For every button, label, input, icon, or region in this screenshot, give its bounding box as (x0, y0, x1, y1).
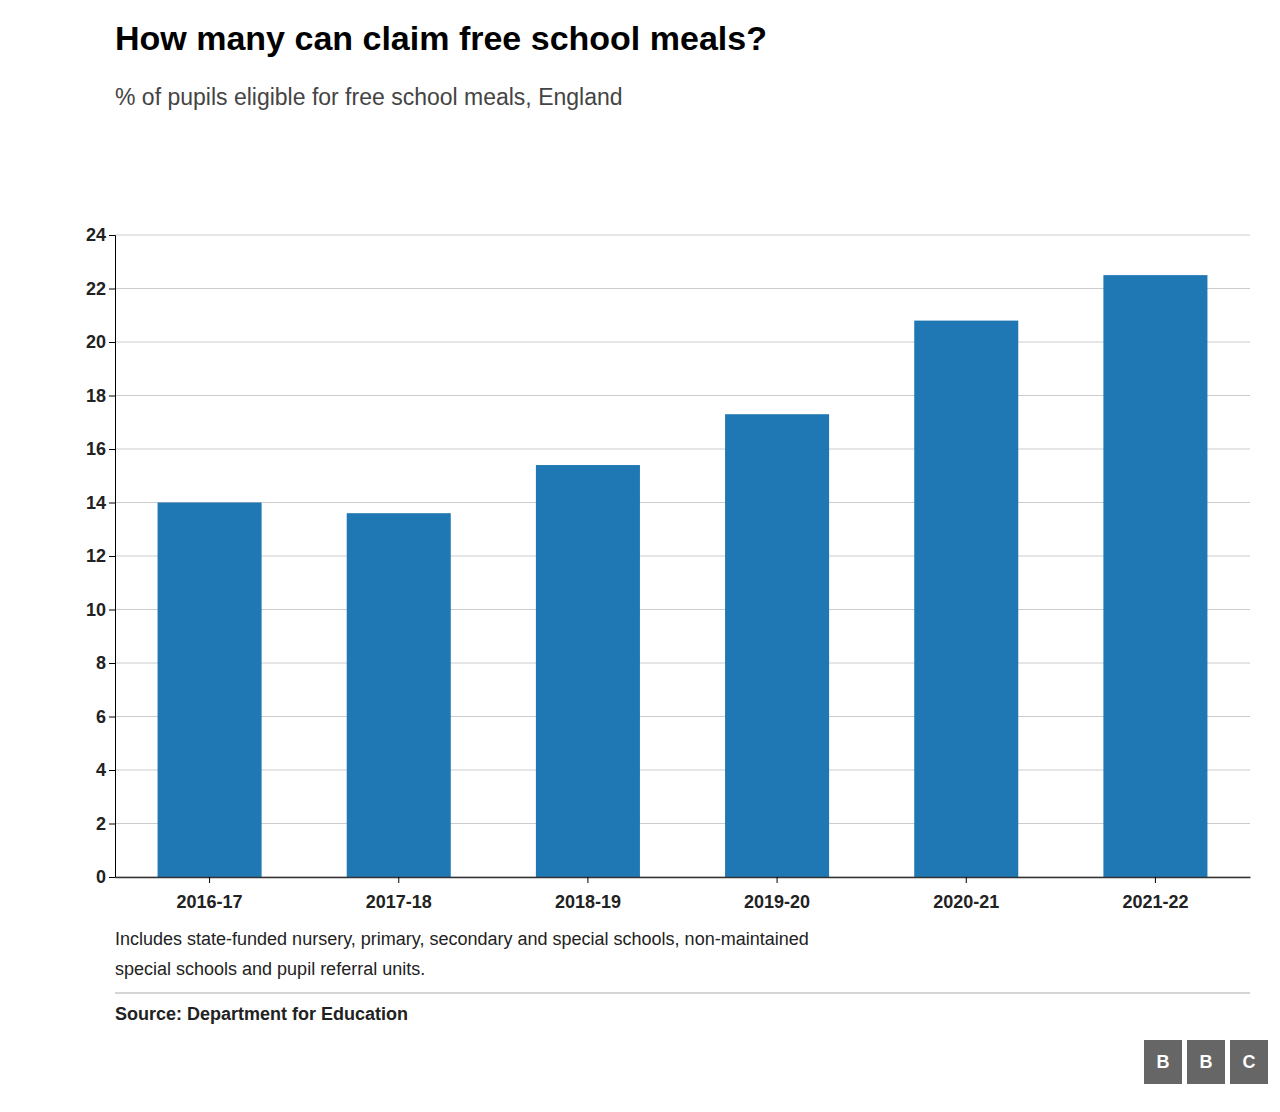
logo: BBC (1144, 1040, 1268, 1084)
divider (115, 993, 1250, 994)
y-tick-mark (109, 342, 115, 343)
y-axis-line (109, 236, 116, 878)
plot-area: 0246810121416182022242016-172017-182018-… (86, 225, 1251, 911)
x-tick-mark (966, 877, 967, 883)
x-tick-label: 2020-21 (933, 892, 999, 912)
x-axis: 2016-17 2017-18 2018-19 2019-20 2020-21 2021-… (116, 877, 1251, 912)
logo-box (1144, 1040, 1182, 1084)
x-tick-mark (209, 877, 210, 883)
y-tick-mark (109, 717, 115, 718)
bar (347, 513, 451, 877)
y-tick-mark (109, 556, 115, 557)
grid-line (115, 877, 1250, 878)
grid-line (115, 288, 1250, 289)
y-tick-label: 22 (86, 279, 106, 299)
y-tick-label: 8 (96, 653, 106, 673)
grid-line (115, 716, 1250, 717)
title: How many can claim free school meals? (115, 19, 767, 57)
y-tick: 16 (86, 439, 115, 459)
y-tick: 4 (96, 760, 115, 780)
x-tick: 2016-17 (177, 877, 243, 912)
y-tick: 12 (86, 546, 115, 566)
subtitle: % of pupils eligible for free school mea… (115, 84, 623, 110)
y-tick: 8 (96, 653, 115, 673)
y-tick-mark (109, 663, 115, 664)
logo-box (1187, 1040, 1225, 1084)
logo-letter: C (1243, 1052, 1256, 1072)
bars (158, 275, 1208, 877)
bar (1103, 275, 1207, 877)
y-tick-label: 6 (96, 707, 106, 727)
grid-line (115, 342, 1250, 343)
chart-svg: How many can claim free school meals? % o… (0, 0, 1280, 1112)
grid-line (115, 502, 1250, 503)
y-tick-label: 4 (96, 760, 106, 780)
grid-line (115, 823, 1250, 824)
y-tick: 10 (86, 600, 115, 620)
x-axis-line (116, 877, 1251, 879)
grid-line (115, 395, 1250, 396)
y-tick-label: 16 (86, 439, 106, 459)
x-tick: 2019-20 (744, 877, 810, 912)
y-tick-mark (109, 503, 115, 504)
y-tick-label: 10 (86, 600, 106, 620)
x-tick-mark (777, 877, 778, 883)
x-tick-mark (398, 877, 399, 883)
y-tick-mark (109, 770, 115, 771)
x-tick-label: 2016-17 (177, 892, 243, 912)
footnote: special schools and pupil referral units… (115, 959, 425, 979)
y-tick: 2 (96, 814, 115, 834)
x-tick: 2018-19 (555, 877, 621, 912)
y-tick-label: 24 (86, 225, 106, 245)
grid-line (115, 449, 1250, 450)
y-tick: 6 (96, 707, 115, 727)
grid-line (115, 556, 1250, 557)
footnote: Includes state-funded nursery, primary, … (115, 929, 809, 949)
y-tick: 24 (86, 225, 115, 245)
y-axis: 024681012141618202224 (86, 225, 116, 887)
y-tick-mark (109, 877, 115, 878)
x-tick-mark (1155, 877, 1156, 883)
grid (115, 235, 1250, 877)
logo-box (1230, 1040, 1268, 1084)
grid-line (115, 770, 1250, 771)
y-tick: 0 (96, 867, 115, 887)
grid-line (115, 609, 1250, 610)
logo-letter: B (1200, 1052, 1213, 1072)
y-tick-mark (109, 396, 115, 397)
y-tick: 22 (86, 279, 115, 299)
x-tick: 2020-21 (933, 877, 999, 912)
y-tick: 20 (86, 332, 115, 352)
grid-line (115, 663, 1250, 664)
y-tick-label: 2 (96, 814, 106, 834)
y-tick-mark (109, 235, 115, 236)
y-tick: 14 (86, 493, 115, 513)
y-tick-mark (109, 289, 115, 290)
bar (725, 414, 829, 877)
x-tick-label: 2019-20 (744, 892, 810, 912)
y-tick-mark (109, 610, 115, 611)
y-tick-mark (109, 824, 115, 825)
x-tick-mark (587, 877, 588, 883)
y-tick-label: 20 (86, 332, 106, 352)
x-tick-label: 2017-18 (366, 892, 432, 912)
x-tick: 2021-22 (1122, 877, 1188, 912)
source: Source: Department for Education (115, 1004, 408, 1024)
y-tick-label: 12 (86, 546, 106, 566)
bar (158, 503, 262, 878)
x-tick-label: 2018-19 (555, 892, 621, 912)
logo-letter: B (1157, 1052, 1170, 1072)
y-tick-mark (109, 449, 115, 450)
y-tick-label: 18 (86, 386, 106, 406)
y-tick: 18 (86, 386, 115, 406)
x-tick-label: 2021-22 (1122, 892, 1188, 912)
y-tick-label: 14 (86, 493, 106, 513)
x-tick: 2017-18 (366, 877, 432, 912)
bar (536, 465, 640, 877)
grid-line (115, 235, 1250, 236)
bar (914, 321, 1018, 877)
y-tick-label: 0 (96, 867, 106, 887)
